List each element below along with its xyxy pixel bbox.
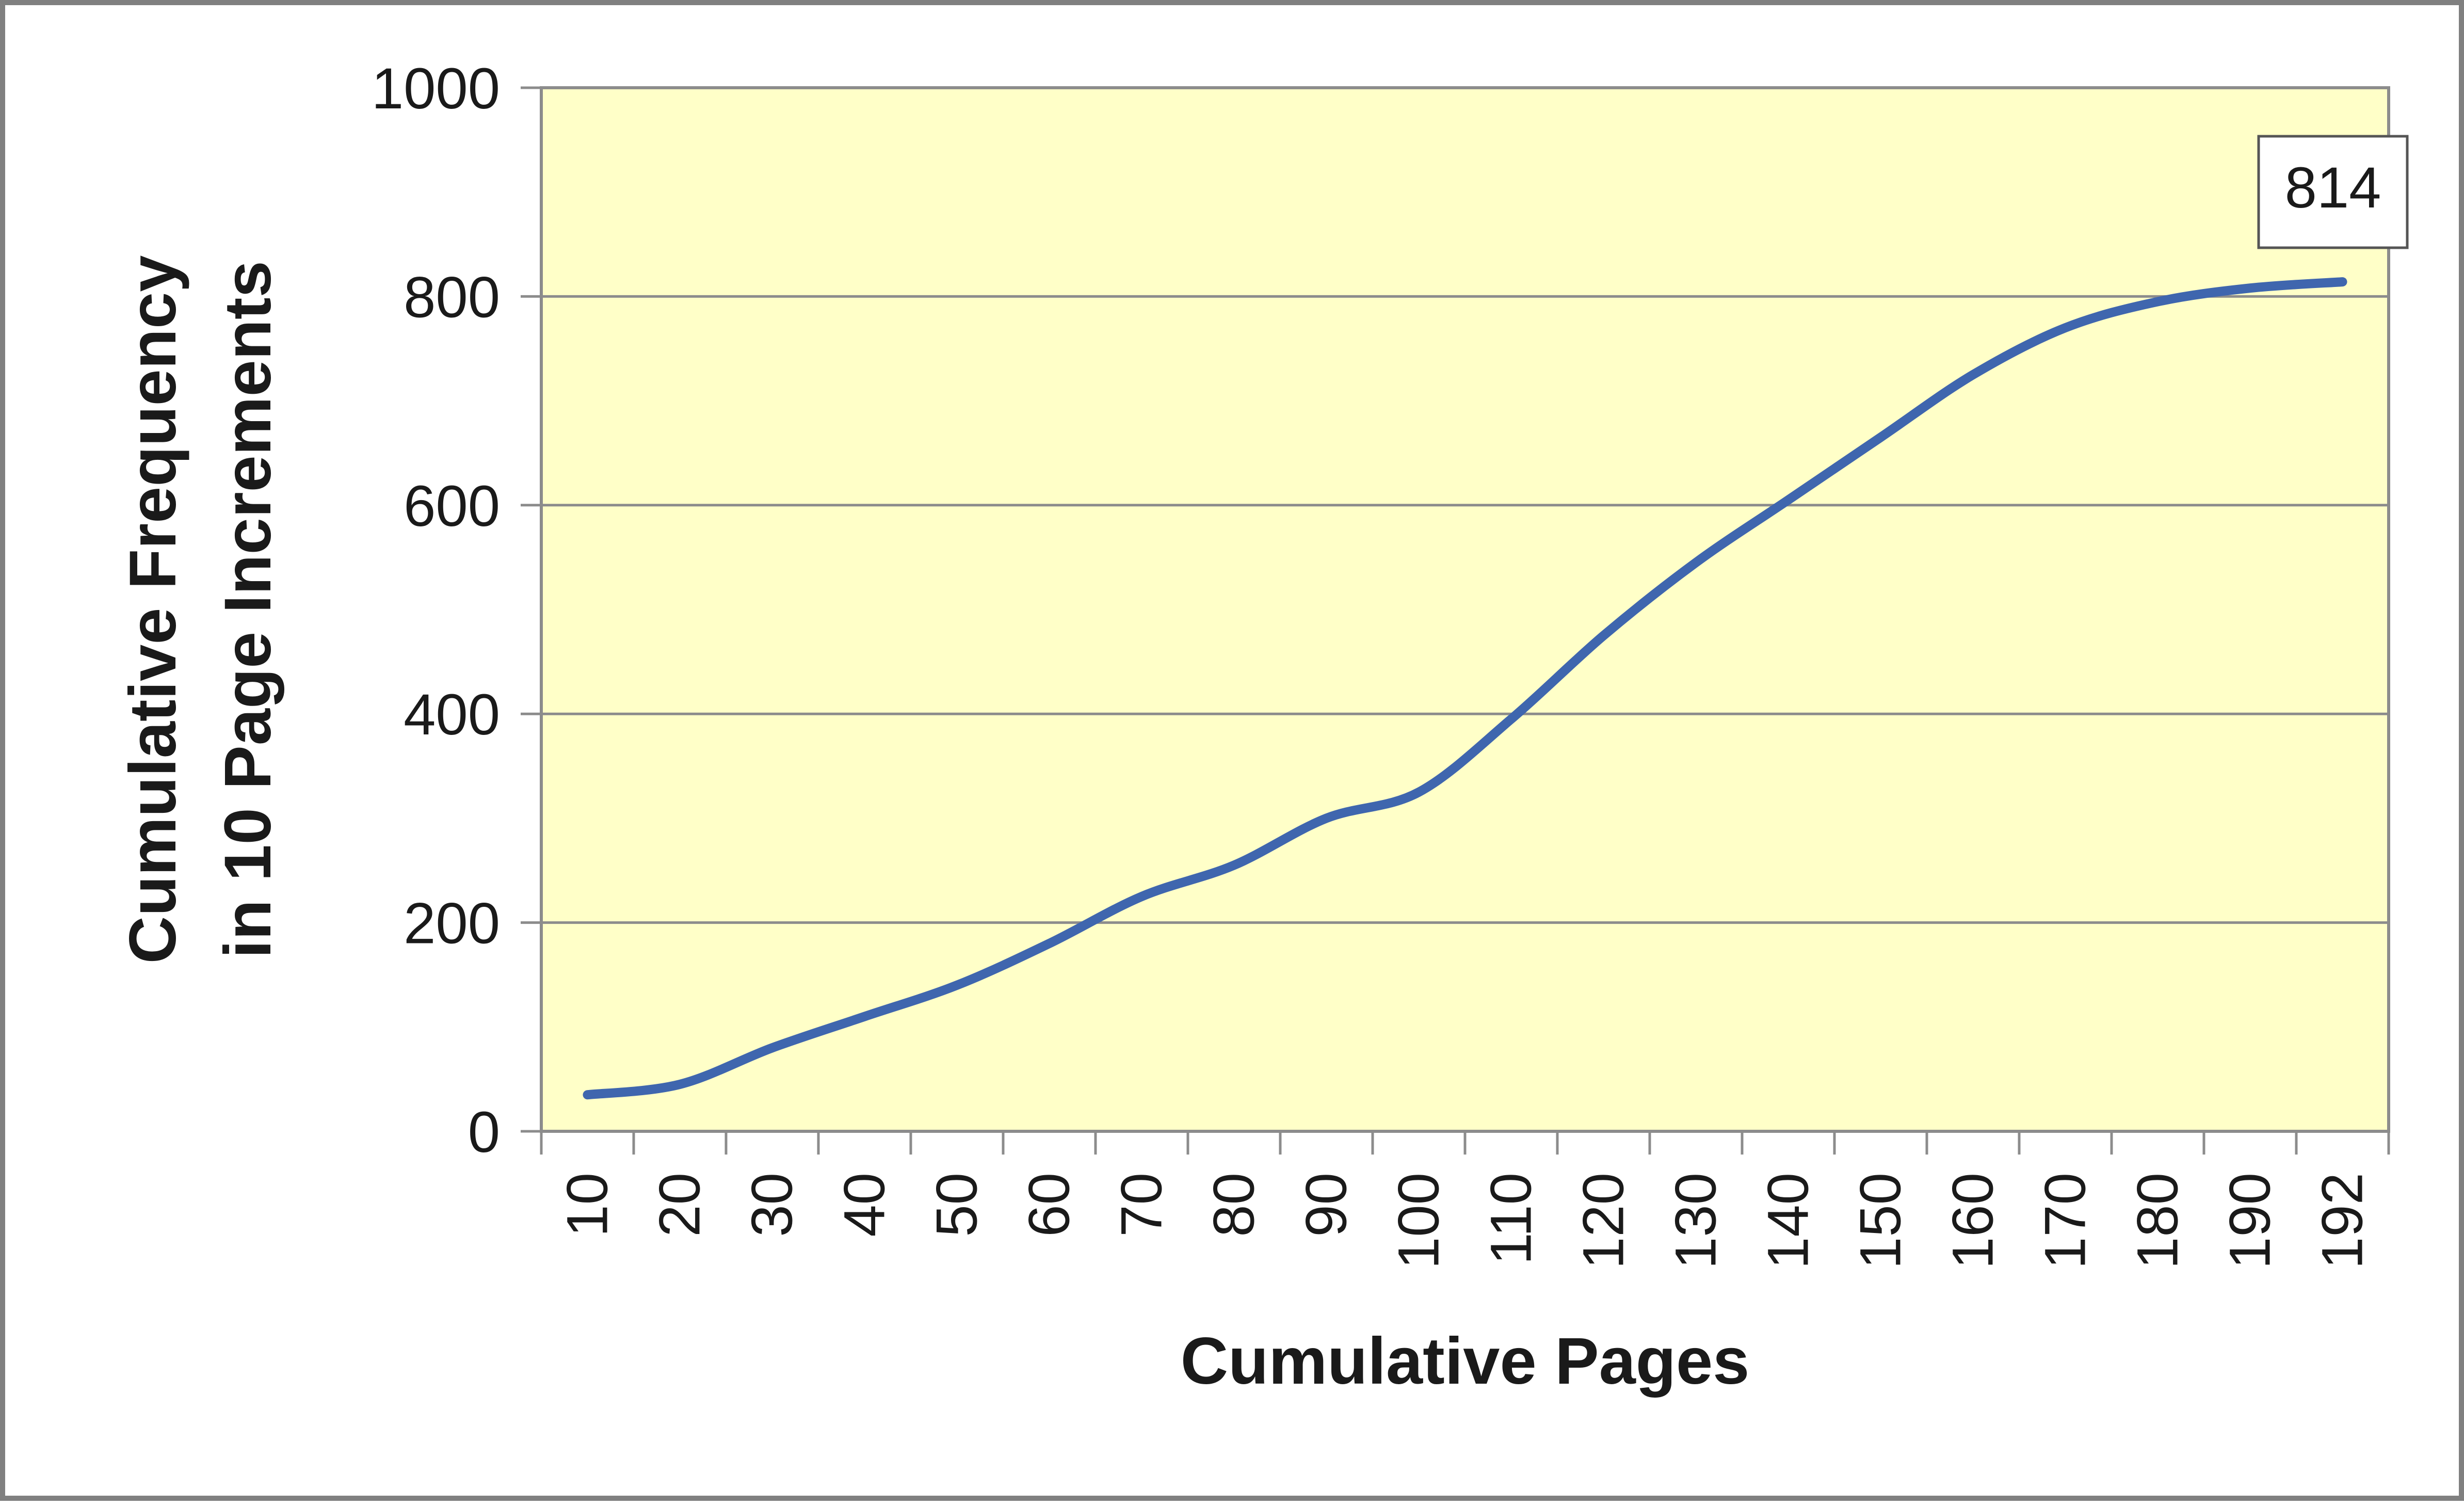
y-tick-label: 400 xyxy=(404,682,500,747)
x-tick-label: 60 xyxy=(1017,1173,1082,1237)
x-tick-label: 50 xyxy=(925,1173,989,1237)
x-tick-label: 192 xyxy=(2310,1173,2375,1269)
x-tick-label: 180 xyxy=(2125,1173,2190,1269)
series-line xyxy=(583,277,2347,1100)
y-axis-title-line1: Cumulative Frequency xyxy=(116,255,190,964)
x-tick-label: 30 xyxy=(740,1173,804,1237)
x-tick-label: 160 xyxy=(1941,1173,2005,1269)
x-tick-label: 110 xyxy=(1479,1173,1543,1265)
plot-area xyxy=(540,86,2390,1133)
x-tick-label: 40 xyxy=(832,1173,897,1237)
x-tick-label: 90 xyxy=(1294,1173,1359,1237)
x-tick-label: 150 xyxy=(1848,1173,1913,1269)
data-label-box: 814 xyxy=(2257,135,2409,249)
y-tick-label: 1000 xyxy=(372,56,500,121)
y-axis-title-line2: in 10 Page Increments xyxy=(211,261,285,958)
x-tick-label: 80 xyxy=(1202,1173,1266,1237)
x-tick-label: 130 xyxy=(1664,1173,1728,1269)
y-tick-label: 200 xyxy=(404,891,500,956)
y-tick-label: 0 xyxy=(468,1100,500,1164)
data-label: 814 xyxy=(2285,155,2381,220)
y-tick-label: 800 xyxy=(404,265,500,329)
x-tick-label: 100 xyxy=(1387,1173,1451,1269)
x-tick-label: 140 xyxy=(1756,1173,1821,1269)
x-tick-label: 190 xyxy=(2218,1173,2282,1269)
x-tick-label: 120 xyxy=(1571,1173,1636,1269)
y-tick-label: 600 xyxy=(404,474,500,538)
line-chart: 0 200 400 600 800 1000 10 20 30 40 50 60 70 80 90 100 1… xyxy=(116,56,2409,1398)
x-axis-title: Cumulative Pages xyxy=(1181,1324,1750,1398)
x-tick-label: 170 xyxy=(2033,1173,2098,1269)
x-tick-label: 20 xyxy=(648,1173,712,1237)
x-tick-label: 70 xyxy=(1109,1173,1174,1237)
x-tick-label: 10 xyxy=(555,1173,620,1237)
